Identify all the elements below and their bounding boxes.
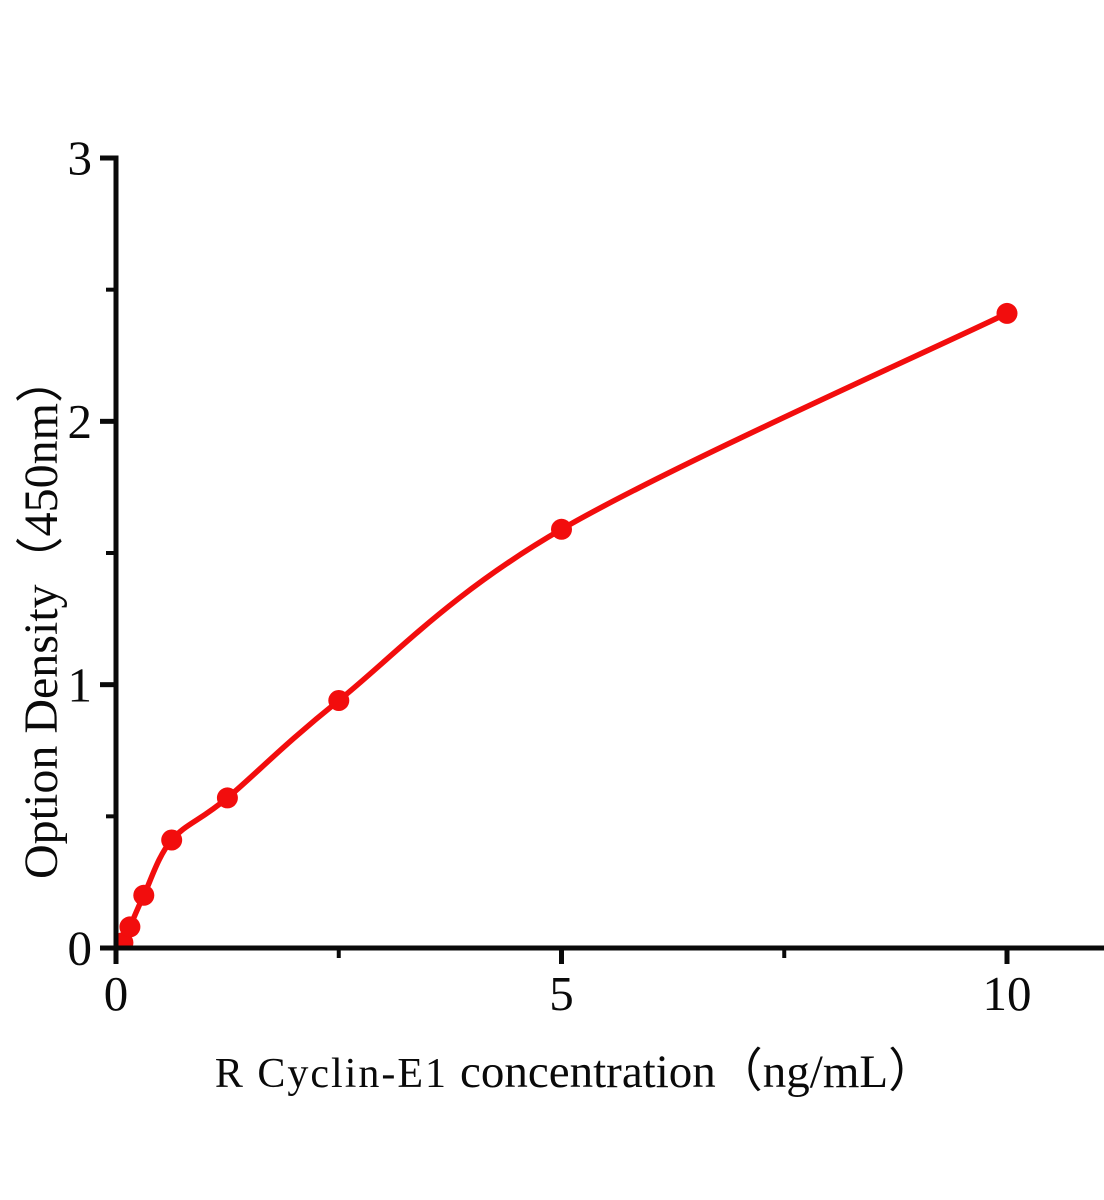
- fit-curve: [118, 310, 1010, 946]
- y-tick-label: 3: [68, 131, 93, 186]
- x-axis-title-unit: （ng/mL）: [715, 1046, 936, 1098]
- data-point: [119, 916, 141, 938]
- data-point: [328, 690, 350, 711]
- data-point: [996, 302, 1018, 324]
- x-axis-title: R Cyclin-E1 concentration（ng/mL）: [215, 1032, 935, 1101]
- x-tick-label: 5: [549, 966, 574, 1021]
- data-point: [216, 787, 238, 809]
- y-tick-label: 1: [68, 657, 93, 712]
- y-tick-label: 0: [68, 921, 93, 976]
- x-tick-label: 0: [104, 966, 129, 1021]
- y-tick-label: 2: [68, 394, 93, 449]
- x-tick-label: 10: [983, 966, 1032, 1021]
- data-point: [551, 518, 572, 540]
- x-axis-title-prefix: R Cyclin-E1: [214, 1051, 449, 1097]
- data-point: [133, 884, 155, 906]
- data-point: [161, 829, 183, 851]
- y-axis-title-text: Option Density（450nm）: [15, 355, 68, 879]
- x-axis-title-main: concentration: [460, 1046, 716, 1098]
